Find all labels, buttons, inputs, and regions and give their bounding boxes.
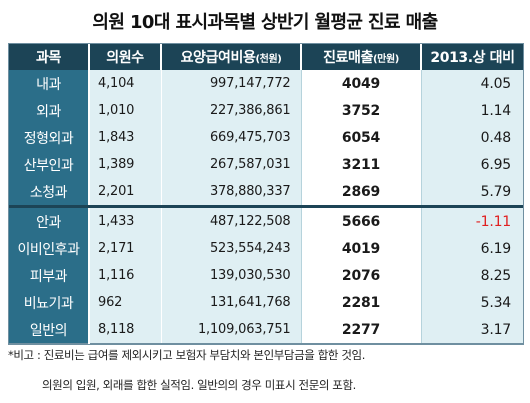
cell-sales: 3752 — [300, 97, 421, 124]
cell-ratio: 5.79 — [420, 178, 523, 207]
cell-sales: 2076 — [300, 262, 421, 289]
cell-dept: 산부인과 — [9, 151, 90, 178]
cell-docs: 1,116 — [89, 262, 161, 289]
cell-dept: 안과 — [9, 205, 90, 235]
cell-sales: 2869 — [300, 178, 421, 207]
cell-amount: 1,109,063,751 — [160, 316, 301, 344]
cell-ratio: 3.17 — [420, 316, 523, 344]
cell-docs: 2,201 — [89, 178, 161, 207]
cell-amount: 523,554,243 — [160, 235, 301, 262]
cell-docs: 1,843 — [89, 124, 161, 151]
table-row: 일반의 8,118 1,109,063,751 2277 3.17 — [9, 316, 523, 344]
cell-ratio: 1.14 — [420, 97, 523, 124]
cell-sales: 5666 — [300, 205, 421, 235]
cell-amount: 227,386,861 — [160, 97, 301, 124]
cell-docs: 1,010 — [89, 97, 161, 124]
cell-amount: 669,475,703 — [160, 124, 301, 151]
cell-sales: 2277 — [300, 316, 421, 344]
cell-sales: 3211 — [300, 151, 421, 178]
cell-ratio: 6.19 — [420, 235, 523, 262]
cell-docs: 4,104 — [89, 70, 161, 97]
cell-dept: 정형외과 — [9, 124, 90, 151]
cell-amount: 487,122,508 — [160, 205, 301, 235]
page-title: 의원 10대 표시과목별 상반기 월평균 진료 매출 — [92, 12, 438, 33]
cell-ratio: -1.11 — [420, 205, 523, 235]
cell-dept: 일반의 — [9, 316, 90, 344]
table-row: 내과 4,104 997,147,772 4049 4.05 — [9, 70, 523, 97]
cell-ratio: 4.05 — [420, 70, 523, 97]
cell-dept: 외과 — [9, 97, 90, 124]
table-row: 비뇨기과 962 131,641,768 2281 5.34 — [9, 289, 523, 316]
cell-ratio: 8.25 — [420, 262, 523, 289]
cell-sales: 2281 — [300, 289, 421, 316]
cell-amount: 378,880,337 — [160, 178, 301, 207]
cell-dept: 소청과 — [9, 178, 90, 207]
cell-ratio: 5.34 — [420, 289, 523, 316]
table-row: 외과 1,010 227,386,861 3752 1.14 — [9, 97, 523, 124]
cell-amount: 997,147,772 — [160, 70, 301, 97]
footnote-1: *비고 : 진료비는 급여를 제외시키고 보험자 부담치와 본인부담금을 합한 … — [8, 348, 365, 362]
table-body: 내과 4,104 997,147,772 4049 4.05 외과 1,010 227,386… — [9, 70, 523, 344]
header-docs: 의원수 — [88, 44, 161, 70]
footnote-2: 의원의 입원, 외래를 합한 실적임. 일반의의 경우 미표시 전문의 포함. — [42, 378, 356, 392]
cell-docs: 2,171 — [89, 235, 161, 262]
header-amount: 요양급여비용(천원) — [160, 44, 301, 70]
cell-docs: 1,433 — [89, 205, 161, 235]
cell-docs: 1,389 — [89, 151, 161, 178]
sales-table-wrapper: 과목 의원수 요양급여비용(천원) 진료매출(만원) 2013.상 대비 내과 4… — [8, 43, 524, 345]
table-row: 피부과 1,116 139,030,530 2076 8.25 — [9, 262, 523, 289]
table-row: 소청과 2,201 378,880,337 2869 5.79 — [9, 178, 523, 207]
cell-dept: 이비인후과 — [9, 235, 90, 262]
cell-dept: 피부과 — [9, 262, 90, 289]
cell-ratio: 0.48 — [420, 124, 523, 151]
header-sales: 진료매출(만원) — [300, 44, 421, 70]
table-row: 이비인후과 2,171 523,554,243 4019 6.19 — [9, 235, 523, 262]
table-row: 안과 1,433 487,122,508 5666 -1.11 — [9, 205, 523, 235]
cell-sales: 6054 — [300, 124, 421, 151]
cell-dept: 비뇨기과 — [9, 289, 90, 316]
table-row: 정형외과 1,843 669,475,703 6054 0.48 — [9, 124, 523, 151]
cell-docs: 8,118 — [89, 316, 161, 344]
cell-amount: 267,587,031 — [160, 151, 301, 178]
cell-amount: 131,641,768 — [160, 289, 301, 316]
cell-ratio: 6.95 — [420, 151, 523, 178]
cell-dept: 내과 — [9, 70, 90, 97]
header-row: 과목 의원수 요양급여비용(천원) 진료매출(만원) 2013.상 대비 — [9, 44, 523, 70]
cell-sales: 4049 — [300, 70, 421, 97]
header-dept: 과목 — [9, 44, 89, 70]
table-row: 산부인과 1,389 267,587,031 3211 6.95 — [9, 151, 523, 178]
cell-docs: 962 — [89, 289, 161, 316]
header-ratio: 2013.상 대비 — [420, 44, 523, 70]
cell-amount: 139,030,530 — [160, 262, 301, 289]
cell-sales: 4019 — [300, 235, 421, 262]
sales-table: 과목 의원수 요양급여비용(천원) 진료매출(만원) 2013.상 대비 내과 4… — [9, 44, 523, 344]
